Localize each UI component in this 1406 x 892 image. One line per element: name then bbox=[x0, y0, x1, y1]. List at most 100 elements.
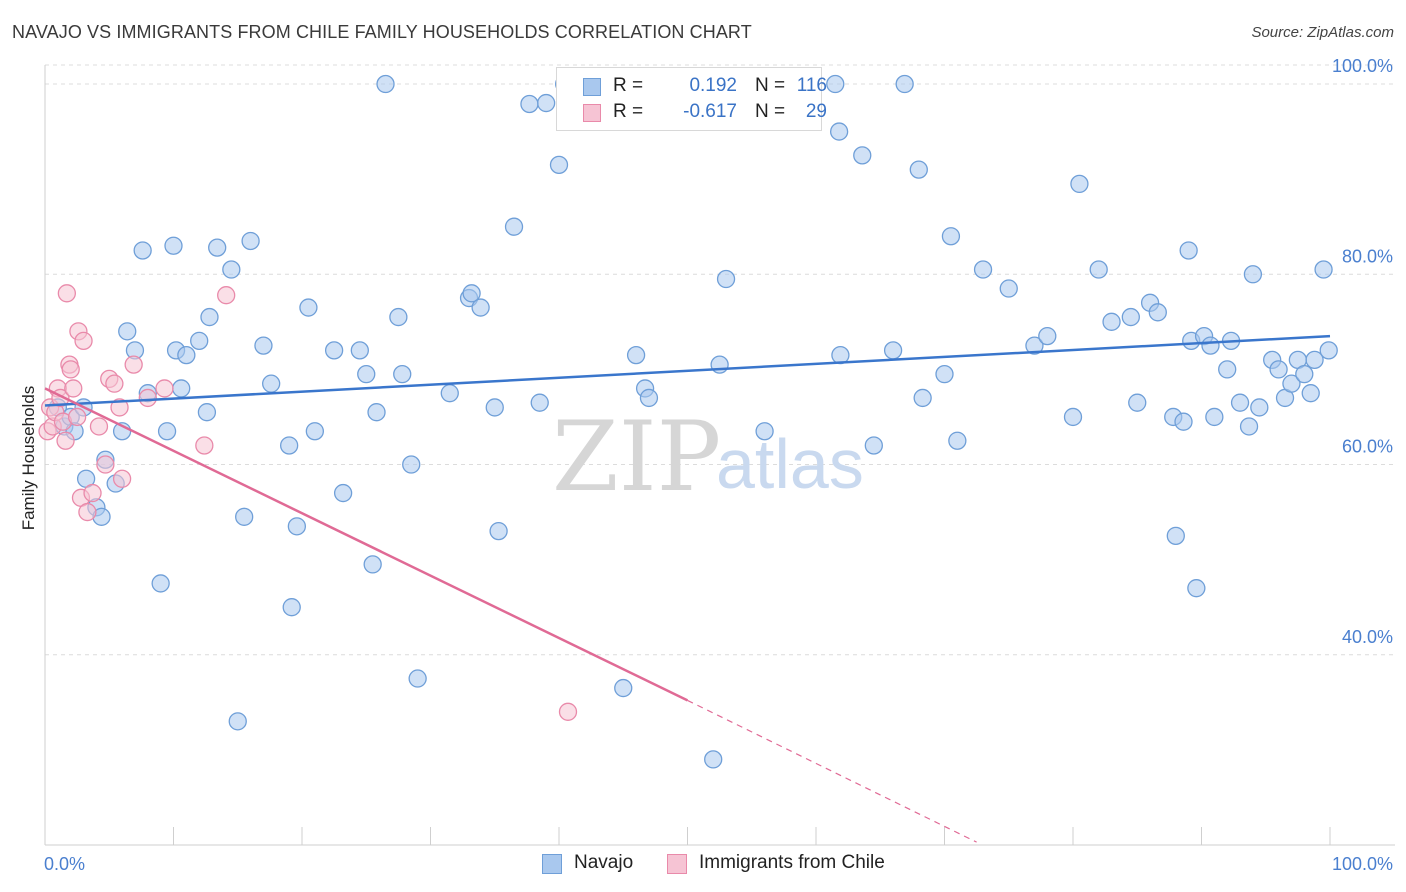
chile-point bbox=[78, 502, 97, 522]
navajo-point bbox=[287, 517, 307, 536]
navajo-point bbox=[704, 750, 723, 769]
navajo-point bbox=[393, 364, 412, 384]
chile-swatch bbox=[583, 104, 601, 122]
navajo-point bbox=[1314, 260, 1333, 279]
navajo-point bbox=[626, 345, 646, 365]
chile-trend-line bbox=[44, 387, 689, 702]
navajo-point bbox=[864, 436, 883, 455]
navajo-point bbox=[909, 160, 928, 179]
navajo-point bbox=[408, 669, 427, 688]
navajo-point bbox=[537, 93, 556, 113]
navajo-swatch bbox=[583, 78, 601, 96]
navajo-point bbox=[151, 574, 170, 593]
chile-point bbox=[105, 374, 124, 393]
n-label: N = bbox=[755, 101, 786, 122]
chile-point bbox=[96, 455, 115, 474]
navajo-point bbox=[164, 236, 183, 255]
navajo-point bbox=[254, 336, 273, 355]
chile-point bbox=[83, 483, 102, 503]
navajo-point bbox=[157, 422, 177, 441]
navajo-point bbox=[826, 74, 845, 94]
navajo-point bbox=[305, 422, 325, 441]
chile-point bbox=[124, 355, 143, 374]
n-label: N = bbox=[755, 75, 786, 96]
navajo-point bbox=[755, 422, 774, 441]
chart-title: NAVAJO VS IMMIGRANTS FROM CHILE FAMILY H… bbox=[12, 22, 752, 42]
navajo-point bbox=[172, 379, 191, 398]
chile-point bbox=[89, 417, 109, 436]
navajo-point bbox=[333, 483, 353, 503]
navajo-point bbox=[197, 403, 217, 422]
navajo-point bbox=[1218, 360, 1237, 379]
navajo-point bbox=[973, 260, 993, 279]
chile-point bbox=[64, 379, 83, 398]
axes bbox=[44, 65, 1395, 846]
stats-legend: R = 0.192 N = 116 R = -0.617 N = 29 bbox=[556, 67, 827, 131]
x-tick-label: 100.0% bbox=[1332, 854, 1393, 874]
navajo-point bbox=[913, 388, 932, 408]
navajo-point bbox=[1319, 341, 1338, 360]
chile-legend-swatch bbox=[667, 854, 687, 874]
y-axis-label: Family Households bbox=[19, 386, 38, 531]
navajo-point bbox=[520, 94, 539, 114]
navajo-point bbox=[1250, 398, 1269, 417]
navajo-point bbox=[530, 393, 549, 412]
navajo-point bbox=[1230, 393, 1250, 412]
navajo-point bbox=[1128, 393, 1147, 412]
chile-point bbox=[57, 284, 76, 303]
chile-point bbox=[67, 407, 87, 427]
tick-labels: 40.0% 60.0% 80.0% 100.0% 0.0% 100.0% bbox=[44, 56, 1393, 874]
navajo-point bbox=[853, 146, 872, 165]
navajo-point bbox=[614, 678, 633, 698]
navajo-point bbox=[235, 507, 254, 526]
chile-point bbox=[56, 431, 75, 450]
navajo-point bbox=[935, 364, 954, 384]
navajo-point bbox=[504, 217, 524, 236]
navajo-point bbox=[1070, 174, 1089, 194]
navajo-point bbox=[485, 398, 504, 417]
y-tick-label: 100.0% bbox=[1332, 56, 1393, 76]
navajo-point bbox=[222, 260, 241, 279]
n-value: 116 bbox=[796, 75, 827, 96]
navajo-point bbox=[1102, 312, 1121, 331]
chile-point bbox=[112, 469, 132, 488]
navajo-point bbox=[440, 384, 459, 403]
navajo-point bbox=[1063, 407, 1083, 427]
navajo-point bbox=[948, 431, 967, 450]
navajo-point bbox=[829, 122, 849, 141]
navajo-point bbox=[1179, 241, 1198, 260]
navajo-point bbox=[1243, 265, 1263, 284]
navajo-point bbox=[1121, 307, 1140, 327]
chile-point bbox=[61, 360, 80, 379]
chile-point bbox=[138, 388, 157, 408]
navajo-point bbox=[883, 341, 903, 360]
chile-point bbox=[74, 331, 93, 351]
navajo-point bbox=[133, 241, 152, 260]
navajo-point bbox=[1166, 526, 1185, 546]
navajo-point bbox=[241, 231, 260, 251]
navajo-point bbox=[1089, 260, 1108, 279]
x-tick-label: 0.0% bbox=[44, 854, 85, 874]
navajo-point bbox=[1269, 360, 1288, 379]
chile-point bbox=[110, 398, 129, 417]
navajo-point bbox=[279, 436, 299, 455]
navajo-point bbox=[1282, 374, 1301, 393]
navajo-point bbox=[1025, 336, 1044, 355]
navajo-point bbox=[895, 74, 914, 94]
navajo-point bbox=[402, 455, 421, 474]
trend-lines bbox=[44, 334, 1331, 843]
navajo-point bbox=[324, 341, 344, 360]
navajo-point bbox=[376, 74, 395, 94]
navajo-point bbox=[639, 388, 659, 408]
chile-point bbox=[217, 286, 236, 305]
navajo-point bbox=[716, 269, 736, 289]
navajo-point bbox=[941, 227, 961, 246]
navajo-point bbox=[357, 364, 376, 384]
navajo-point bbox=[1239, 417, 1259, 436]
navajo-point bbox=[177, 345, 196, 365]
navajo-point bbox=[1201, 336, 1220, 355]
source-credit: Source: ZipAtlas.com bbox=[1251, 24, 1394, 41]
navajo-point bbox=[549, 155, 569, 175]
chile-trend-extension bbox=[687, 699, 977, 843]
navajo-point bbox=[228, 712, 247, 731]
